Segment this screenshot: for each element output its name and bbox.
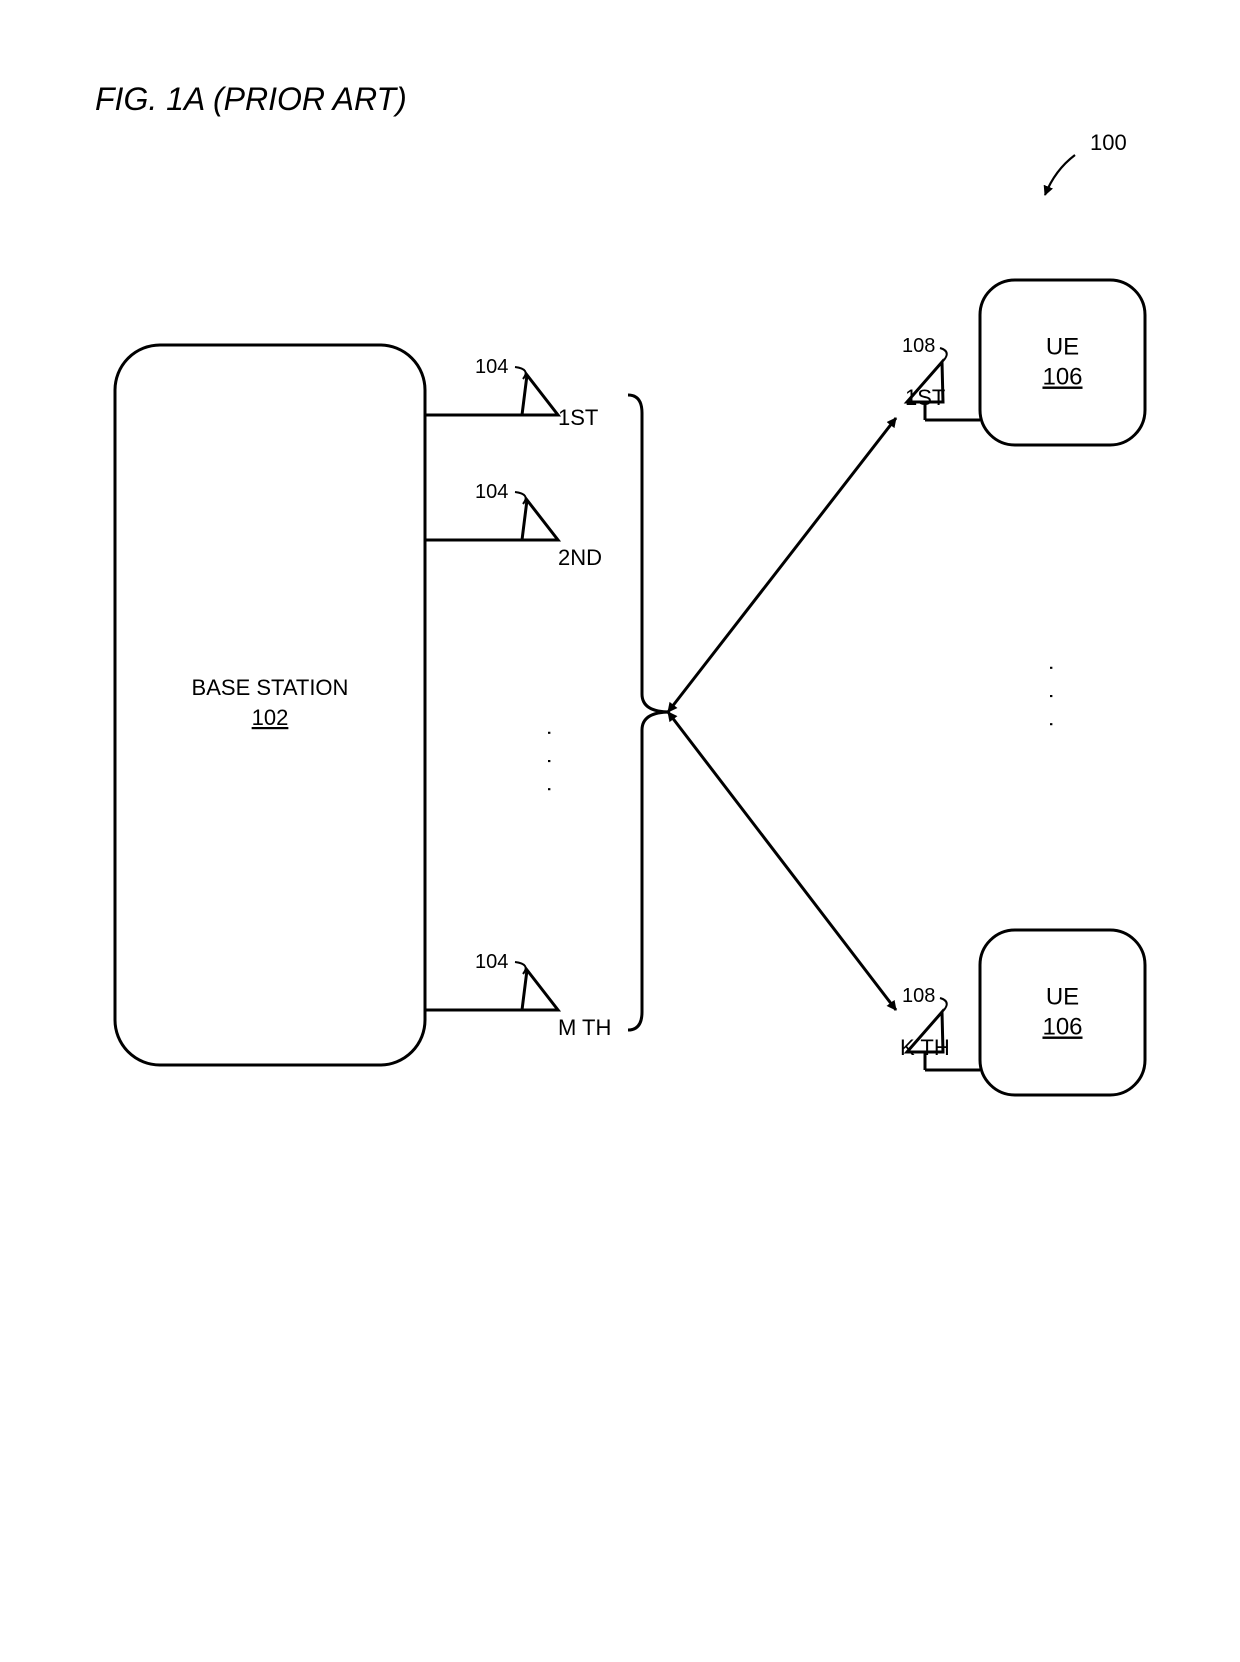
ue-antenna-ref: 108 xyxy=(902,335,935,357)
figure-ref-arrow xyxy=(1045,155,1075,195)
ue-antenna-ref: 108 xyxy=(902,985,935,1007)
base-station-label: BASE STATION xyxy=(192,675,349,700)
svg-text:. . .: . . . xyxy=(543,730,568,801)
antenna-icon xyxy=(522,970,558,1010)
antenna-ordinal: 2ND xyxy=(558,545,602,570)
ue-ref: 106 xyxy=(1042,1014,1082,1041)
link-arrow xyxy=(668,418,896,712)
figure-title: FIG. 1A (PRIOR ART) xyxy=(95,81,407,117)
antenna-icon xyxy=(522,375,558,415)
antenna-ref: 104 xyxy=(475,481,508,503)
svg-text:. . .: . . . xyxy=(1045,665,1070,736)
ue-ellipsis: . . . xyxy=(1045,665,1070,736)
brace-icon xyxy=(628,395,670,1030)
figure-ref: 100 xyxy=(1090,130,1127,155)
antenna-ref-arrow xyxy=(515,492,526,504)
ue-ref: 106 xyxy=(1042,364,1082,391)
link-arrow xyxy=(668,712,896,1010)
bs-ellipsis: . . . xyxy=(543,730,568,801)
ue-label: UE xyxy=(1046,334,1079,361)
antenna-ordinal: 1ST xyxy=(558,405,598,430)
ue-label: UE xyxy=(1046,984,1079,1011)
antenna-ref: 104 xyxy=(475,356,508,378)
ue-box xyxy=(980,280,1145,445)
antenna-ref-arrow xyxy=(515,962,526,974)
base-station-ref: 102 xyxy=(252,705,289,730)
ue-box xyxy=(980,930,1145,1095)
antenna-ref: 104 xyxy=(475,951,508,973)
antenna-ref-arrow xyxy=(515,367,526,379)
antenna-icon xyxy=(522,500,558,540)
antenna-ordinal: M TH xyxy=(558,1015,611,1040)
